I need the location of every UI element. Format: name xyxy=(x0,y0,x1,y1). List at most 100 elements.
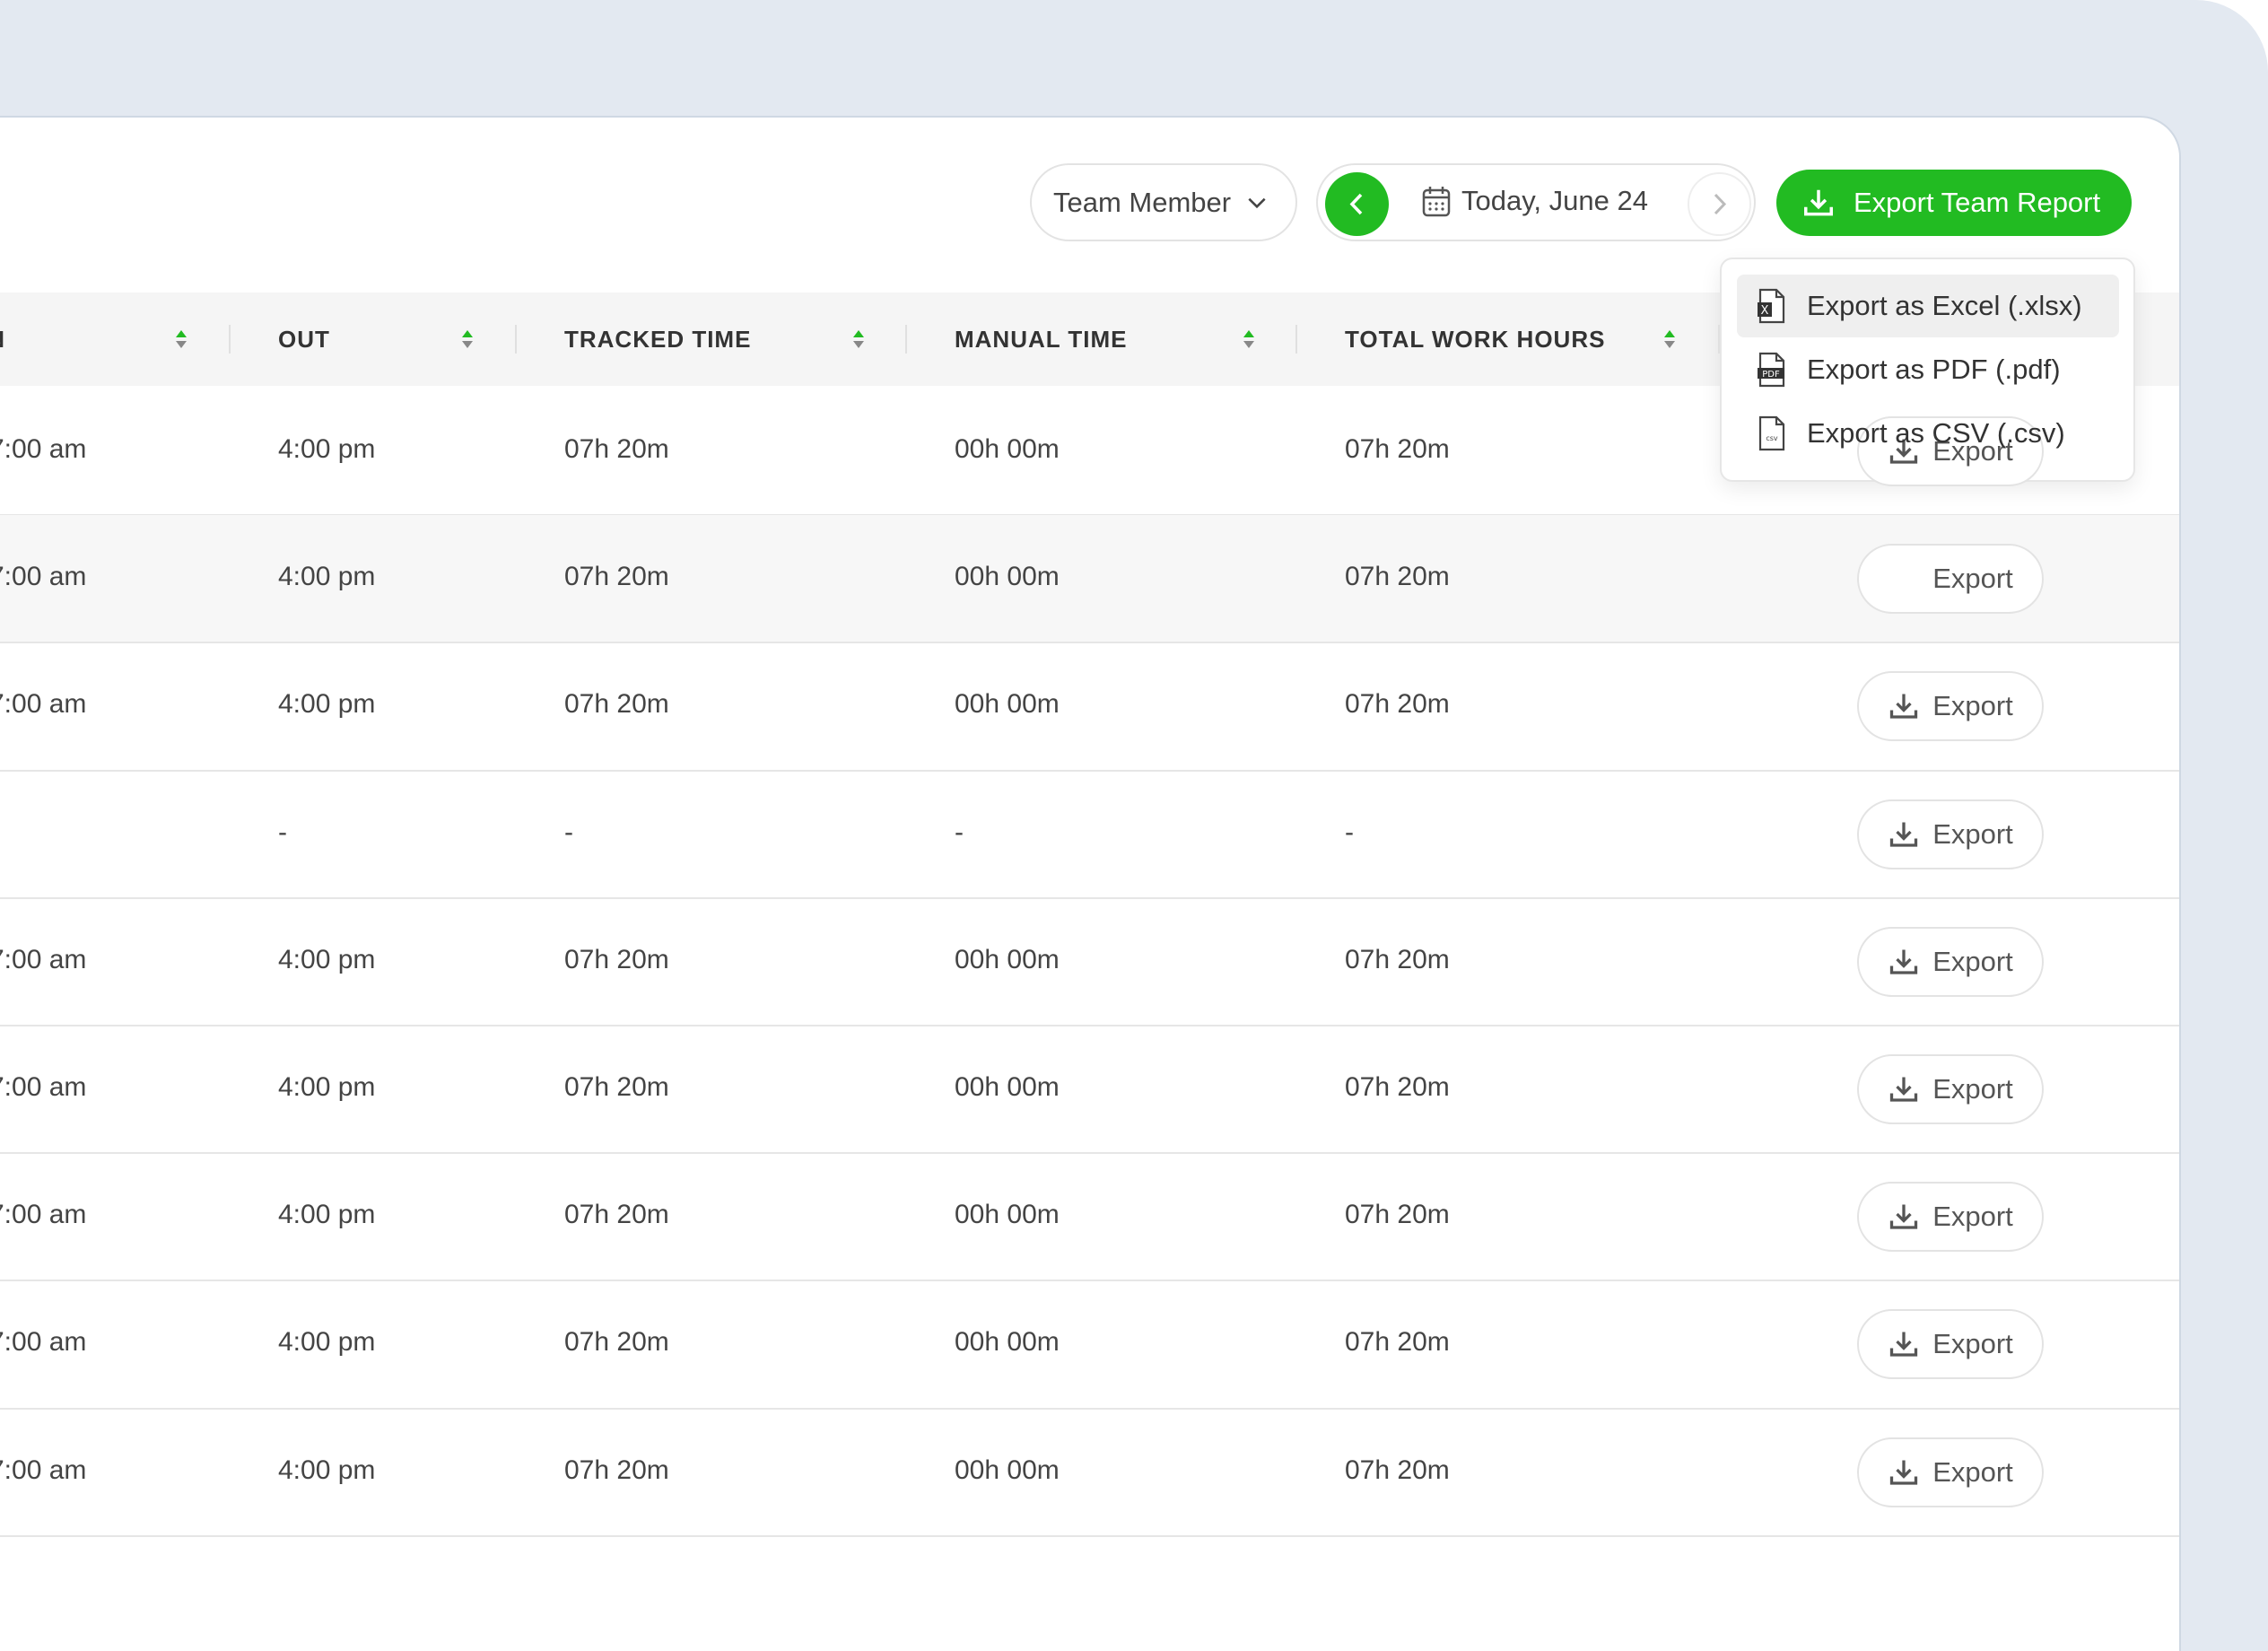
cell: 00h 00m xyxy=(955,1327,1060,1358)
cell: 07h 20m xyxy=(564,562,669,592)
sort-icon[interactable] xyxy=(852,328,865,350)
export-button[interactable]: Export xyxy=(1857,1309,2044,1380)
cell: 4:00 pm xyxy=(278,434,375,465)
next-button[interactable] xyxy=(1688,172,1751,236)
label: 00h 00m xyxy=(955,944,1060,974)
cell: 7:00 am xyxy=(0,1327,86,1358)
cell: 07h 20m xyxy=(1345,1455,1450,1486)
label: 07h 20m xyxy=(564,1454,669,1485)
label: 4:00 pm xyxy=(278,1454,376,1485)
cell: 00h 00m xyxy=(955,1072,1060,1103)
label: 7:00 am xyxy=(0,689,87,720)
row-border xyxy=(0,769,2179,772)
label: Export as Excel (.xlsx) xyxy=(1807,290,2082,321)
label: 00h 00m xyxy=(955,1072,1060,1102)
label: 7:00 am xyxy=(0,562,87,592)
cell: - xyxy=(564,817,573,848)
label: 07h 20m xyxy=(564,689,669,720)
column-header: TOTAL WORK HOURS xyxy=(1345,293,1605,386)
menu-item[interactable]: csv Export as CSV (.csv) xyxy=(1737,402,2119,465)
column-header: MANUAL TIME xyxy=(955,293,1128,386)
label: 4:00 pm xyxy=(278,1200,376,1230)
label: 4:00 pm xyxy=(278,689,376,720)
menu-item[interactable]: X Export as Excel (.xlsx) xyxy=(1737,275,2119,337)
cell: 07h 20m xyxy=(1345,1072,1450,1103)
date-label: Today, June 24 xyxy=(1461,185,1648,216)
cell: 00h 00m xyxy=(955,434,1060,465)
cell: 07h 20m xyxy=(1345,562,1450,592)
dropdown-label: Team Member xyxy=(1053,186,1232,218)
cell: 4:00 pm xyxy=(278,689,375,720)
label: 07h 20m xyxy=(1345,689,1450,720)
cell: 7:00 am xyxy=(0,562,86,592)
label: 07h 20m xyxy=(1345,434,1450,464)
column-divider xyxy=(515,325,517,354)
label: - xyxy=(1345,817,1354,847)
menu-item[interactable]: PDF Export as PDF (.pdf) xyxy=(1737,338,2119,401)
label: 7:00 am xyxy=(0,434,87,464)
export-button[interactable]: Export xyxy=(1857,799,2044,869)
cell: 07h 20m xyxy=(1345,689,1450,720)
svg-text:csv: csv xyxy=(1766,434,1778,442)
prev-button[interactable] xyxy=(1325,172,1389,236)
label: Export xyxy=(1932,1328,2013,1360)
label: - xyxy=(278,817,287,847)
column-divider xyxy=(905,325,907,354)
team-member-dropdown[interactable]: Team Member xyxy=(1030,163,1297,241)
export-button[interactable]: Export xyxy=(1857,926,2044,997)
label: 7:00 am xyxy=(0,1454,87,1485)
label: 4:00 pm xyxy=(278,562,376,592)
cell: 7:00 am xyxy=(0,1072,86,1103)
label: 00h 00m xyxy=(955,1200,1060,1230)
export-button[interactable]: Export xyxy=(1857,1437,2044,1507)
cell: 4:00 pm xyxy=(278,1327,375,1358)
export-button[interactable]: Export xyxy=(1857,544,2044,615)
sort-icon[interactable] xyxy=(1243,328,1255,350)
cell: 4:00 pm xyxy=(278,945,375,975)
label: 7:00 am xyxy=(0,1072,87,1102)
label: 00h 00m xyxy=(955,562,1060,592)
label: 07h 20m xyxy=(564,1200,669,1230)
label: Export xyxy=(1932,817,2013,850)
calendar-icon xyxy=(1421,185,1452,219)
sort-icon[interactable] xyxy=(461,328,474,350)
cell: 4:00 pm xyxy=(278,1200,375,1230)
export-button[interactable]: Export xyxy=(1857,1182,2044,1253)
row-border xyxy=(0,1534,2179,1537)
cell: 07h 20m xyxy=(564,1200,669,1230)
label: 00h 00m xyxy=(955,434,1060,464)
label: TOTAL WORK HOURS xyxy=(1345,326,1606,353)
cell: 07h 20m xyxy=(564,1455,669,1486)
sort-icon[interactable] xyxy=(1663,328,1676,350)
label: 4:00 pm xyxy=(278,434,376,464)
export-team-report[interactable]: Export Team Report xyxy=(1776,170,2132,236)
date-picker: Today, June 24 xyxy=(1316,163,1756,241)
label: 4:00 pm xyxy=(278,1327,376,1358)
cell: 00h 00m xyxy=(955,562,1060,592)
cell: 7:00 am xyxy=(0,1455,86,1486)
cell: 07h 20m xyxy=(1345,1200,1450,1230)
export-button[interactable]: Export xyxy=(1857,416,2044,486)
column-divider xyxy=(229,325,231,354)
cell: 7:00 am xyxy=(0,1200,86,1230)
column-header: IN xyxy=(0,293,5,386)
cell: 07h 20m xyxy=(564,689,669,720)
label: - xyxy=(955,817,964,847)
cell: - xyxy=(955,817,964,848)
cell: 00h 00m xyxy=(955,945,1060,975)
label: Export xyxy=(1932,1455,2013,1488)
label: OUT xyxy=(278,326,330,353)
sort-icon[interactable] xyxy=(175,328,188,350)
row-border xyxy=(0,1280,2179,1282)
column-divider xyxy=(1295,325,1297,354)
export-button[interactable]: Export xyxy=(1857,671,2044,742)
label: TRACKED TIME xyxy=(564,326,752,353)
label: 00h 00m xyxy=(955,1327,1060,1358)
row-border xyxy=(0,896,2179,899)
export-button[interactable]: Export xyxy=(1857,1054,2044,1124)
label: IN xyxy=(0,326,5,353)
label: 7:00 am xyxy=(0,944,87,974)
label: 00h 00m xyxy=(955,689,1060,720)
cell: 4:00 pm xyxy=(278,1455,375,1486)
